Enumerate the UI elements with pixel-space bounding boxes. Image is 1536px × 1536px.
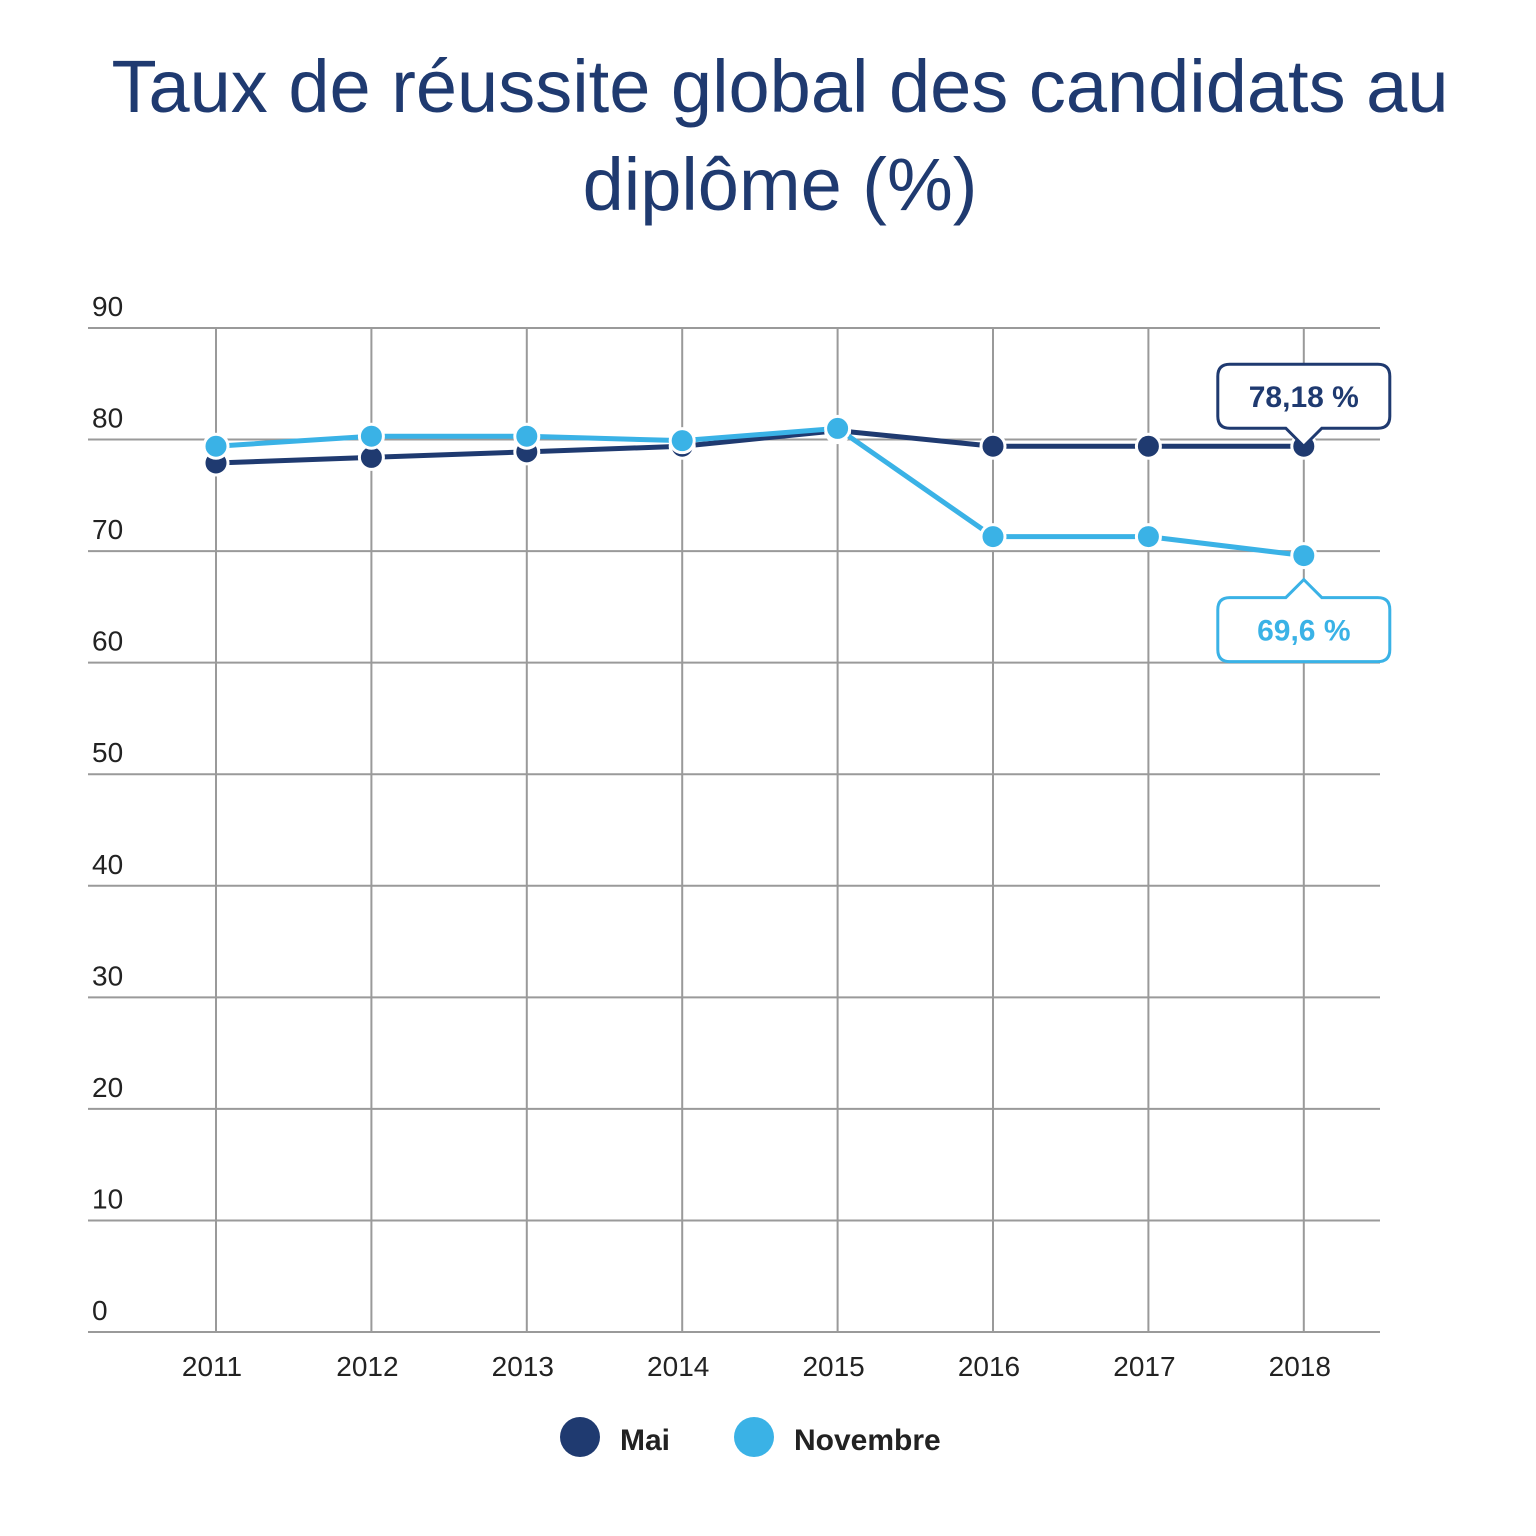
x-tick-label: 2012	[336, 1351, 398, 1382]
data-point	[824, 414, 852, 442]
data-point	[357, 422, 385, 450]
legend-marker	[560, 1417, 600, 1457]
series-line	[215, 428, 1304, 466]
x-tick-label: 2013	[492, 1351, 554, 1382]
callout-label: 78,18 %	[1249, 381, 1359, 414]
callouts: 78,18 % 69,6 %	[1216, 362, 1392, 664]
x-tick-label: 2016	[958, 1351, 1020, 1382]
x-axis-ticks: 2011 2012 2013 2014 2015 2016 2017 2018	[182, 1351, 1331, 1382]
callout-label: 69,6 %	[1257, 615, 1350, 648]
y-axis-ticks: 0 10 20 30 40 50 60 70 80 90	[92, 291, 123, 1326]
x-tick-label: 2015	[802, 1351, 864, 1382]
callout-box	[1216, 577, 1392, 664]
x-tick-label: 2014	[647, 1351, 709, 1382]
data-point	[979, 432, 1007, 460]
y-tick-label: 60	[92, 626, 123, 657]
callout-box	[1216, 362, 1392, 449]
data-point	[1134, 432, 1162, 460]
y-tick-label: 90	[92, 291, 123, 322]
legend-marker	[734, 1417, 774, 1457]
x-tick-label: 2017	[1113, 1351, 1175, 1382]
data-point	[979, 523, 1007, 551]
data-point	[1134, 523, 1162, 551]
y-tick-label: 30	[92, 960, 123, 991]
chart-title: Taux de réussite global des candidats au…	[111, 45, 1449, 226]
data-point	[202, 432, 230, 460]
series-line	[215, 425, 1305, 559]
legend-label: Mai	[620, 1424, 670, 1457]
legend: Mai Novembre	[560, 1417, 941, 1457]
x-tick-label: 2018	[1269, 1351, 1331, 1382]
data-point	[668, 427, 696, 455]
y-tick-label: 10	[92, 1183, 123, 1214]
x-tick-label: 2011	[182, 1351, 242, 1382]
data-point	[1290, 542, 1318, 570]
y-tick-label: 40	[92, 849, 123, 880]
data-point	[513, 422, 541, 450]
legend-label: Novembre	[794, 1424, 941, 1457]
grid	[88, 327, 1380, 1333]
y-tick-label: 0	[92, 1295, 108, 1326]
y-tick-label: 50	[92, 737, 123, 768]
y-tick-label: 80	[92, 403, 123, 434]
y-tick-label: 20	[92, 1072, 123, 1103]
y-tick-label: 70	[92, 514, 123, 545]
